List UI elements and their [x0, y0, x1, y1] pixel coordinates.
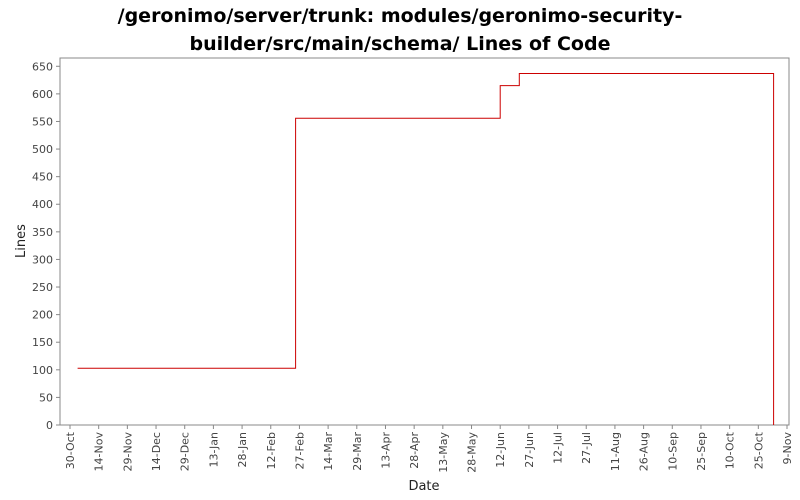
x-tick-label: 28-Apr: [408, 432, 421, 469]
x-axis: 30-Oct 14-Nov 29-Nov 14-Dec 29-Dec 13-Jan 28-J…: [64, 425, 794, 473]
y-tick-label: 250: [32, 281, 53, 294]
x-tick-label: 13-May: [437, 432, 450, 473]
x-tick-label: 10-Oct: [724, 431, 737, 469]
series-layer: [77, 73, 775, 425]
y-tick-label: 50: [39, 391, 53, 404]
x-tick-label: 28-Jan: [236, 432, 249, 468]
x-tick-label: 11-Aug: [609, 432, 622, 471]
y-tick-label: 550: [32, 115, 53, 128]
x-tick-label: 12-Feb: [265, 432, 278, 469]
x-tick-label: 12-Jul: [552, 432, 565, 464]
x-tick-label: 12-Jun: [494, 432, 507, 468]
y-tick-label: 300: [32, 253, 53, 266]
x-tick-label: 27-Jun: [523, 432, 536, 468]
x-tick-label: 27-Jul: [580, 432, 593, 464]
x-tick-label: 26-Aug: [638, 432, 651, 471]
series-line: [77, 73, 775, 425]
plot-area: [59, 57, 790, 426]
x-tick-label: 27-Feb: [293, 432, 306, 469]
y-tick-label: 150: [32, 336, 53, 349]
chart-title-line-2: builder/src/main/schema/ Lines of Code: [189, 33, 611, 55]
y-axis-title: Lines: [14, 224, 29, 258]
x-tick-label: 29-Nov: [121, 432, 134, 472]
chart-title: /geronimo/server/trunk: modules/geronimo…: [0, 2, 800, 58]
y-tick-label: 450: [32, 171, 53, 184]
x-tick-label: 25-Sep: [695, 432, 708, 471]
y-tick-label: 600: [32, 88, 53, 101]
x-tick-label: 13-Apr: [379, 432, 392, 469]
y-tick-label: 650: [32, 60, 53, 73]
x-tick-label: 10-Sep: [666, 432, 679, 471]
y-tick-label: 400: [32, 198, 53, 211]
y-axis: 0 50 100 150 200 250 300 350 400 450 500 550 600 650: [32, 60, 60, 432]
x-tick-label: 14-Dec: [150, 432, 163, 471]
y-tick-label: 200: [32, 309, 53, 322]
x-tick-label: 25-Oct: [752, 431, 765, 469]
x-tick-label: 13-Jan: [207, 432, 220, 468]
x-tick-label: 29-Dec: [179, 432, 192, 471]
y-tick-label: 350: [32, 226, 53, 239]
x-tick-label: 29-Mar: [351, 432, 364, 471]
x-tick-label: 28-May: [466, 432, 479, 473]
x-tick-label: 9-Nov: [781, 432, 794, 465]
y-tick-label: 500: [32, 143, 53, 156]
x-axis-title: Date: [408, 479, 439, 494]
chart-title-line-1: /geronimo/server/trunk: modules/geronimo…: [117, 5, 683, 27]
x-tick-label: 14-Nov: [93, 432, 106, 472]
x-tick-label: 30-Oct: [64, 431, 77, 469]
y-tick-label: 0: [46, 419, 53, 432]
y-tick-label: 100: [32, 364, 53, 377]
x-tick-label: 14-Mar: [322, 432, 335, 471]
